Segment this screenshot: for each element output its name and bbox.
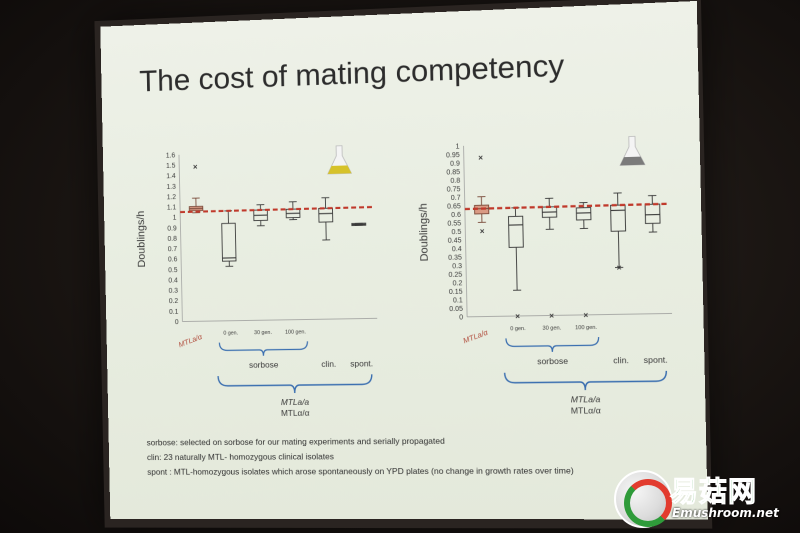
y-tick-label: 0.35 [448, 254, 462, 261]
logo-brand-text: 易菇网 [670, 470, 757, 510]
y-tick-label: 0.1 [169, 309, 179, 316]
y-tick-label: 1.5 [166, 163, 176, 170]
group-label-clin: clin. [613, 355, 629, 366]
whisker-lower [516, 247, 517, 290]
y-tick-label: 0.75 [447, 186, 461, 194]
generation-label: 0 gen. [510, 326, 526, 332]
y-tick-label: 1 [173, 215, 177, 222]
y-tick-label: 0.5 [451, 229, 461, 236]
outlier-marker: × [549, 311, 554, 320]
homozygous-brace [218, 374, 372, 394]
group-label-mtl-aa: MTLa/a [281, 397, 310, 407]
y-tick-label: 0.3 [169, 288, 179, 295]
y-tick-label: 0.8 [450, 178, 460, 185]
y-axis-label: Doublings/h [417, 203, 430, 261]
chart-right: Doublings/h 1 0.95 0.9 0.85 0.8 0.75 0.7 0.65 0.6… [413, 116, 695, 426]
y-tick-label: 0.7 [168, 246, 178, 253]
sorbose-brace [506, 337, 599, 352]
group-label-mtl-aa: MTLa/a [571, 394, 601, 405]
y-tick-label: 0.95 [446, 152, 460, 160]
y-axis-line [464, 146, 468, 317]
logo-url-text: Emushroom.net [672, 506, 779, 520]
box [319, 208, 333, 222]
ref-strain-label: MTLa/α [462, 327, 490, 345]
y-tick-label: 1.6 [166, 152, 176, 159]
y-tick-label: 0.25 [448, 272, 462, 279]
group-label-sorbose: sorbose [249, 359, 279, 369]
y-tick-label: 0.7 [451, 195, 461, 202]
watermark-logo: 易菇网 Emushroom.net [614, 470, 794, 526]
generation-label: 0 gen. [223, 330, 238, 336]
outlier-marker: × [478, 153, 483, 162]
y-tick-label: 0.55 [447, 220, 461, 227]
y-tick-label: 0.2 [453, 280, 463, 287]
box-plot-left: Doublings/h 1.6 1.5 1.4 1.3 1.2 1.1 1 0.9 0.8 0.7 0… [131, 126, 399, 428]
y-tick-label: 0.05 [449, 306, 463, 313]
y-tick-label: 0 [175, 319, 179, 326]
group-label-spont: spont. [644, 354, 668, 365]
whisker-lower [618, 231, 619, 267]
box [222, 223, 236, 261]
y-tick-label: 1.2 [167, 194, 177, 201]
y-tick-label: 0.65 [447, 203, 461, 211]
generation-label: 30 gen. [542, 325, 561, 331]
generation-label: 30 gen. [254, 330, 272, 336]
group-label-sorbose: sorbose [537, 356, 568, 367]
outlier-marker: × [583, 311, 588, 320]
outlier-marker: × [617, 263, 622, 272]
group-label-spont: spont. [350, 358, 373, 368]
chart-left: Doublings/h 1.6 1.5 1.4 1.3 1.2 1.1 1 0.9 0.8 0.7 0… [131, 126, 399, 428]
box [611, 205, 626, 231]
y-tick-label: 0.85 [446, 169, 460, 177]
y-tick-label: 0.4 [452, 246, 462, 253]
presentation-slide: The cost of mating competency Doublings/… [100, 1, 708, 519]
box [576, 208, 591, 220]
outlier-marker: × [515, 312, 520, 321]
y-tick-label: 1 [456, 143, 460, 150]
group-label-mtl-alpha: MTLα/α [571, 405, 601, 416]
y-tick-label: 0.5 [168, 267, 178, 274]
slide-title: The cost of mating competency [139, 47, 565, 99]
logo-swirl-icon [624, 479, 672, 527]
y-tick-label: 0.6 [451, 212, 461, 219]
x-axis-line [182, 318, 377, 321]
y-tick-label: 1.3 [166, 184, 176, 191]
box [508, 216, 523, 247]
outlier-marker: × [193, 163, 198, 172]
x-axis-line [467, 313, 672, 316]
ref-strain-label: MTLa/α [177, 332, 204, 350]
y-tick-label: 0.15 [449, 289, 463, 296]
box [645, 204, 660, 223]
box-plot-right: Doublings/h 1 0.950.9 0.850.80.750.70.650.6… [413, 116, 695, 426]
generation-label: 100 gen. [285, 329, 307, 335]
sorbose-brace [219, 341, 307, 356]
y-tick-label: 1.4 [166, 173, 176, 180]
y-axis-label: Doublings/h [135, 211, 148, 268]
homozygous-brace [505, 371, 667, 391]
y-axis-line [179, 155, 182, 322]
y-tick-label: 0.2 [169, 298, 179, 305]
y-tick-label: 0 [459, 314, 463, 321]
y-tick-label: 0.1 [453, 297, 463, 304]
reference-line [180, 207, 375, 212]
y-tick-label: 0.8 [168, 236, 178, 243]
outlier-marker: × [480, 227, 485, 236]
y-tick-label: 0.9 [450, 160, 460, 167]
y-tick-label: 0.9 [167, 225, 177, 232]
y-tick-label: 0.6 [168, 257, 178, 264]
y-tick-label: 0.3 [452, 263, 462, 270]
y-tick-label: 0.4 [168, 277, 178, 284]
group-label-mtl-alpha: MTLα/α [281, 408, 310, 418]
y-tick-label: 1.1 [167, 204, 177, 211]
generation-label: 100 gen. [575, 325, 598, 332]
y-tick-label: 0.45 [448, 237, 462, 244]
reference-line [465, 204, 670, 209]
group-label-clin: clin. [321, 359, 336, 369]
